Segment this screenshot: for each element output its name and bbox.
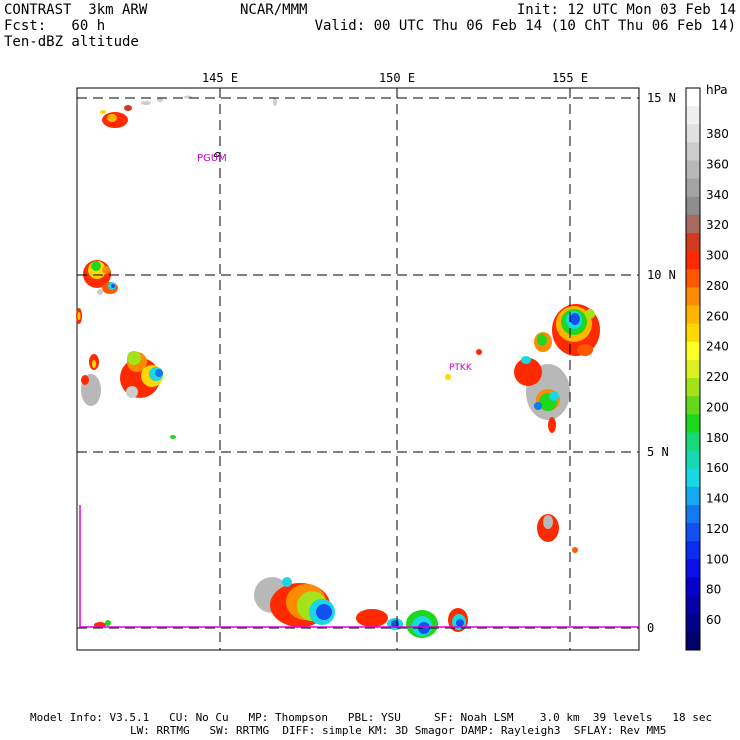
init-time: Init: 12 UTC Mon 03 Feb 14 xyxy=(516,2,736,18)
colorbar-swatch xyxy=(686,88,700,107)
forecast-hour: Fcst: 60 h xyxy=(4,18,106,34)
colorbar-swatch xyxy=(686,341,700,361)
colorbar-swatch xyxy=(686,631,700,651)
colorbar-swatch xyxy=(686,160,700,180)
lon-label-145: 145 E xyxy=(202,71,238,85)
field-name: Ten-dBZ altitude xyxy=(4,34,139,50)
footer-line-2: LW: RRTMG SW: RRTMG DIFF: simple KM: 3D … xyxy=(130,724,667,737)
colorbar-swatch xyxy=(686,359,700,379)
colorbar-label: 200 xyxy=(706,400,729,414)
colorbar-swatch xyxy=(686,577,700,597)
colorbar-swatch xyxy=(686,486,700,506)
colorbar-label: 160 xyxy=(706,461,729,475)
footer-line-1: Model Info: V3.5.1 CU: No Cu MP: Thompso… xyxy=(30,711,713,724)
colorbar-swatch xyxy=(686,468,700,488)
colorbar-swatch xyxy=(686,233,700,252)
colorbar-label: 120 xyxy=(706,522,729,536)
colorbar-swatch xyxy=(686,523,700,542)
colorbar-label: 140 xyxy=(706,492,729,506)
colorbar-swatch xyxy=(686,414,700,433)
colorbar-label: 340 xyxy=(706,188,729,202)
storm-cell xyxy=(76,260,118,324)
colorbar-frame xyxy=(685,87,701,651)
lat-label-5: 5 N xyxy=(647,445,669,459)
colorbar-swatch xyxy=(686,196,700,216)
colorbar-swatch xyxy=(686,287,700,307)
colorbar-swatch xyxy=(686,124,700,143)
storm-cells xyxy=(76,95,600,638)
graticule xyxy=(77,88,639,650)
colorbar-swatch xyxy=(686,251,700,270)
storm-cell xyxy=(94,577,468,638)
colorbar-swatch xyxy=(686,595,700,615)
colorbar-swatch xyxy=(686,142,700,162)
colorbar-swatch xyxy=(686,541,700,560)
colorbar-swatch xyxy=(686,432,700,452)
colorbar-swatch xyxy=(686,396,700,415)
colorbar-label: 240 xyxy=(706,340,729,354)
colorbar-label: 300 xyxy=(706,249,729,263)
colorbar-swatch xyxy=(686,305,700,325)
colorbar-swatch xyxy=(686,323,700,343)
valid-time: Valid: 00 UTC Thu 06 Feb 14 (10 ChT Thu … xyxy=(314,18,736,34)
storm-cell xyxy=(81,351,176,439)
storm-cell xyxy=(537,514,578,553)
model-title: CONTRAST 3km ARW xyxy=(4,2,148,18)
colorbar-label: 260 xyxy=(706,309,729,323)
colorbar-unit: hPa xyxy=(706,83,728,97)
colorbar-label: 180 xyxy=(706,431,729,445)
colorbar xyxy=(686,88,700,651)
colorbar-swatch xyxy=(686,269,700,288)
colorbar-label: 100 xyxy=(706,552,729,566)
lon-label-150: 150 E xyxy=(379,71,415,85)
colorbar-swatch xyxy=(686,613,700,633)
colorbar-label: 80 xyxy=(706,583,721,597)
domain-boundary xyxy=(79,505,639,628)
lat-label-10: 10 N xyxy=(647,268,676,282)
lat-label-0: 0 xyxy=(647,621,654,635)
center-name: NCAR/MMM xyxy=(240,2,308,18)
colorbar-swatch xyxy=(686,178,700,198)
colorbar-label: 220 xyxy=(706,370,729,384)
storm-cell xyxy=(100,95,277,128)
station-label-pgum: PGUM xyxy=(197,153,227,164)
colorbar-labels: 380 360 340 320 300 280 260 240 220 200 180 160 140 1… xyxy=(706,127,729,627)
station-label-ptkk: PTKK xyxy=(449,363,473,373)
colorbar-label: 60 xyxy=(706,613,721,627)
colorbar-label: 360 xyxy=(706,157,729,171)
lat-label-15: 15 N xyxy=(647,91,676,105)
colorbar-swatch xyxy=(686,214,700,234)
colorbar-swatch xyxy=(686,450,700,470)
colorbar-swatch xyxy=(686,559,700,578)
colorbar-swatch xyxy=(686,504,700,524)
colorbar-label: 320 xyxy=(706,218,729,232)
storm-cell xyxy=(445,304,600,433)
colorbar-swatch xyxy=(686,106,700,125)
colorbar-label: 280 xyxy=(706,279,729,293)
lon-label-155: 155 E xyxy=(552,71,588,85)
colorbar-swatch xyxy=(686,378,700,397)
colorbar-label: 380 xyxy=(706,127,729,141)
